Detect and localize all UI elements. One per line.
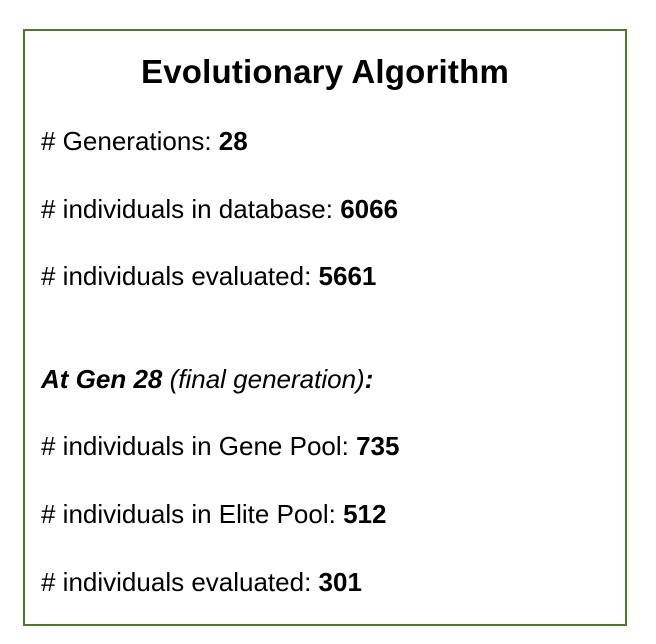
final-generation-heading: At Gen 28 (final generation): [41,364,373,395]
generations-stat: # Generations: 28 [41,126,248,157]
final-evaluated-value: 301 [318,567,362,597]
final-evaluated-label: # individuals evaluated: [41,567,319,597]
evaluated-stat: # individuals evaluated: 5661 [41,261,376,292]
elite-pool-value: 512 [343,499,387,529]
elite-pool-label: # individuals in Elite Pool: [41,499,344,529]
evaluated-value: 5661 [318,261,377,291]
evaluated-label: # individuals evaluated: [41,261,319,291]
final-generation-heading-note: (final generation) [162,364,365,394]
panel-title: Evolutionary Algorithm [140,53,510,90]
final-generation-heading-bold: At Gen 28 [41,364,163,394]
gene-pool-label: # individuals in Gene Pool: [41,431,357,461]
gene-pool-value: 735 [356,431,400,461]
database-stat: # individuals in database: 6066 [41,194,398,225]
gene-pool-stat: # individuals in Gene Pool: 735 [41,431,399,462]
database-label: # individuals in database: [41,194,341,224]
evolutionary-algorithm-panel: Evolutionary Algorithm # Generations: 28… [23,29,627,626]
elite-pool-stat: # individuals in Elite Pool: 512 [41,499,386,530]
final-generation-heading-colon: : [364,364,374,394]
final-evaluated-stat: # individuals evaluated: 301 [41,567,362,598]
generations-value: 28 [218,126,248,156]
database-value: 6066 [340,194,399,224]
generations-label: # Generations: [41,126,219,156]
